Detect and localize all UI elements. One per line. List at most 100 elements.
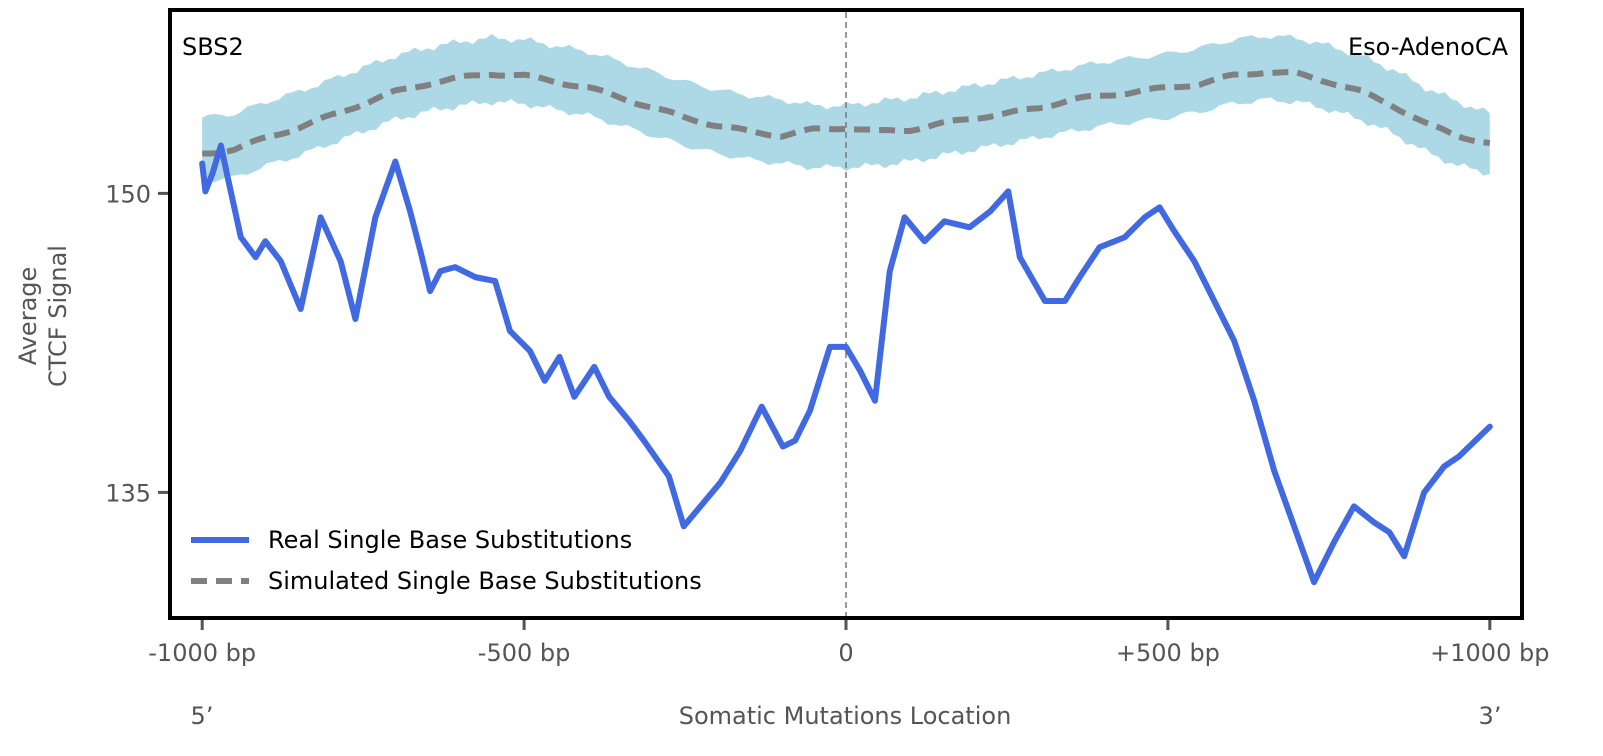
real-data-point: [1157, 204, 1163, 210]
real-data-point: [226, 178, 232, 184]
real-data-point: [626, 418, 632, 424]
real-data-point: [827, 344, 833, 350]
confidence-band-layer: [202, 34, 1490, 183]
real-data-point: [1351, 503, 1357, 509]
real-data-point: [202, 188, 208, 194]
real-data-point: [641, 438, 647, 444]
cancer-type-label: Eso-AdenoCA: [1348, 33, 1509, 61]
real-data-point: [318, 214, 324, 220]
simulated-line-layer: [202, 69, 1491, 157]
real-data-point: [737, 448, 743, 454]
y-axis-title: Average CTCF Signal: [14, 245, 72, 387]
real-data-point: [1077, 274, 1083, 280]
real-data-point: [1171, 228, 1177, 234]
real-data-point: [238, 234, 244, 240]
real-data-point: [298, 306, 304, 312]
x-tick-label: +1000 bp: [1430, 639, 1549, 667]
real-data-point: [352, 316, 358, 322]
real-data-point: [1291, 523, 1297, 529]
real-data-point: [199, 160, 205, 166]
real-data-point: [1401, 553, 1407, 559]
real-data-point: [1487, 424, 1493, 430]
real-data-point: [1005, 188, 1011, 194]
real-data-point: [372, 214, 378, 220]
x-tick-label: -1000 bp: [148, 639, 256, 667]
real-data-point: [942, 218, 948, 224]
real-data-point: [262, 238, 268, 244]
real-data-point: [507, 328, 513, 334]
real-data-point: [1097, 244, 1103, 250]
real-data-point: [407, 208, 413, 214]
real-data-point: [1421, 489, 1427, 495]
real-data-point: [338, 258, 344, 264]
legend-real-label: Real Single Base Substitutions: [268, 526, 632, 554]
real-data-point: [542, 378, 548, 384]
x-axis-title: Somatic Mutations Location: [679, 702, 1012, 730]
real-data-point: [278, 258, 284, 264]
real-data-point: [759, 404, 765, 410]
real-data-point: [591, 364, 597, 370]
real-data-point: [1311, 579, 1317, 585]
x-tick-label: -500 bp: [478, 639, 571, 667]
real-data-point: [571, 394, 577, 400]
real-data-point: [253, 254, 259, 260]
real-line-layer: [199, 142, 1493, 586]
real-data-point: [492, 278, 498, 284]
real-data-point: [902, 214, 908, 220]
real-data-point: [780, 444, 786, 450]
real-data-point: [437, 268, 443, 274]
real-data-point: [681, 523, 687, 529]
real-data-point: [527, 348, 533, 354]
real-data-point: [218, 143, 224, 149]
real-data-point: [417, 248, 423, 254]
y-tick-label: 135: [105, 479, 151, 507]
five-prime-label: 5’: [191, 702, 214, 730]
real-data-point: [1062, 298, 1068, 304]
real-data-point: [857, 368, 863, 374]
x-tick-label: +500 bp: [1116, 639, 1220, 667]
real-data-point: [1271, 467, 1277, 473]
real-data-point: [452, 264, 458, 270]
real-data-point: [807, 408, 813, 414]
real-data-point: [843, 344, 849, 350]
plot-frame: [168, 8, 1524, 620]
legend: Real Single Base Substitutions Simulated…: [191, 526, 702, 595]
y-axis-title-line-1: Average: [14, 267, 42, 366]
real-data-point: [1386, 529, 1392, 535]
real-data-point: [967, 224, 973, 230]
real-data-point: [1456, 454, 1462, 460]
x-tick-label: 0: [838, 639, 853, 667]
y-axis-ticks: 150 135: [105, 180, 168, 507]
real-data-point: [209, 170, 215, 176]
real-data-point: [717, 479, 723, 485]
real-data-point: [887, 268, 893, 274]
real-data-point: [1042, 298, 1048, 304]
simulated-series-line: [202, 69, 1491, 157]
y-axis-title-line-2: CTCF Signal: [44, 245, 72, 387]
real-data-point: [1371, 519, 1377, 525]
real-data-point: [666, 473, 672, 479]
real-data-point: [1211, 298, 1217, 304]
real-data-point: [1017, 254, 1023, 260]
three-prime-label: 3’: [1479, 702, 1502, 730]
signature-label: SBS2: [182, 33, 244, 61]
real-data-point: [872, 398, 878, 404]
real-data-point: [1142, 214, 1148, 220]
real-data-point: [606, 394, 612, 400]
real-data-point: [557, 354, 563, 360]
real-data-point: [1331, 539, 1337, 545]
simulated-confidence-band: [202, 34, 1490, 183]
real-data-point: [427, 288, 433, 294]
real-data-point: [1191, 258, 1197, 264]
real-data-point: [1251, 398, 1257, 404]
x-axis-ticks: -1000 bp -500 bp 0 +500 bp +1000 bp: [148, 620, 1549, 667]
real-data-point: [1122, 234, 1128, 240]
real-data-point: [472, 274, 478, 280]
legend-simulated-label: Simulated Single Base Substitutions: [268, 567, 702, 595]
real-data-point: [987, 208, 993, 214]
y-tick-label: 150: [105, 180, 151, 208]
real-data-point: [922, 238, 928, 244]
real-data-point: [1441, 463, 1447, 469]
real-data-point: [792, 438, 798, 444]
